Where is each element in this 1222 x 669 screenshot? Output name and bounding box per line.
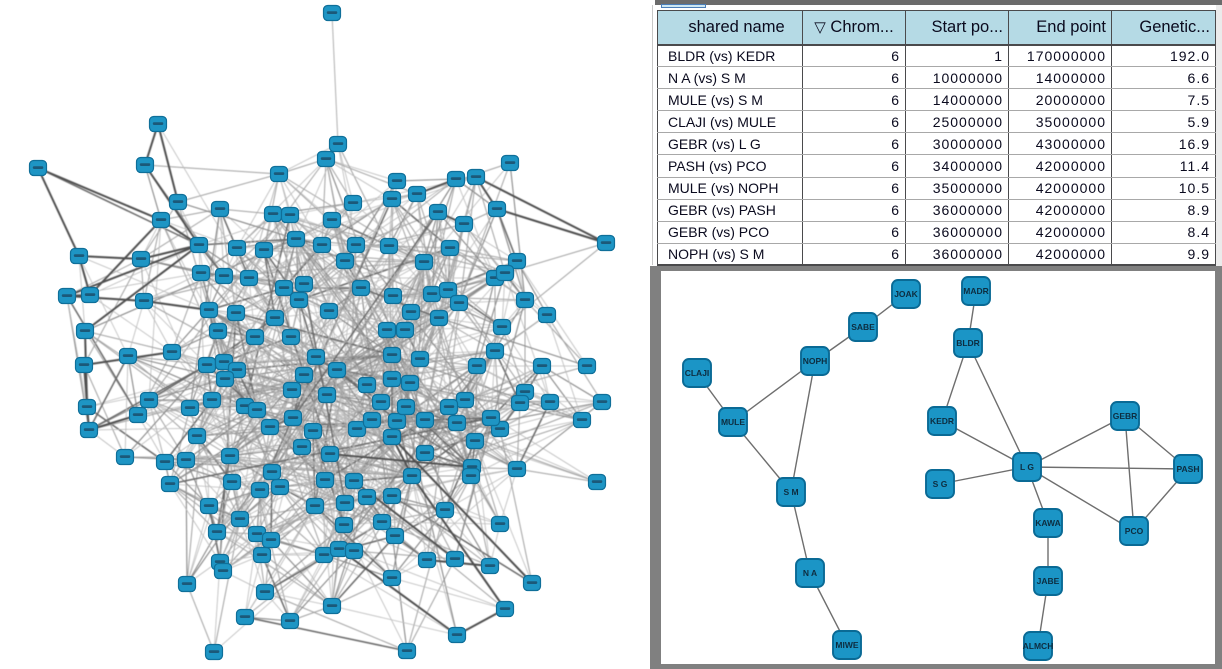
svg-text:PASH: PASH: [1177, 464, 1200, 474]
svg-text:KAWA: KAWA: [1035, 518, 1061, 528]
svg-text:GEBR: GEBR: [1113, 411, 1138, 421]
svg-text:N A: N A: [803, 568, 817, 578]
svg-text:SABE: SABE: [851, 322, 875, 332]
svg-text:JOAK: JOAK: [894, 289, 918, 299]
svg-text:KEDR: KEDR: [930, 416, 954, 426]
svg-text:PCO: PCO: [1125, 526, 1144, 536]
svg-text:BLDR: BLDR: [956, 338, 980, 348]
svg-text:MIWE: MIWE: [835, 640, 858, 650]
svg-text:S G: S G: [933, 479, 948, 489]
svg-text:L G: L G: [1020, 462, 1034, 472]
svg-text:ALMCH: ALMCH: [1023, 641, 1054, 651]
svg-text:NOPH: NOPH: [803, 356, 828, 366]
svg-text:S M: S M: [783, 487, 798, 497]
svg-text:MADR: MADR: [963, 286, 989, 296]
svg-text:CLAJI: CLAJI: [685, 368, 710, 378]
svg-text:MULE: MULE: [721, 417, 745, 427]
svg-text:JABE: JABE: [1037, 576, 1060, 586]
